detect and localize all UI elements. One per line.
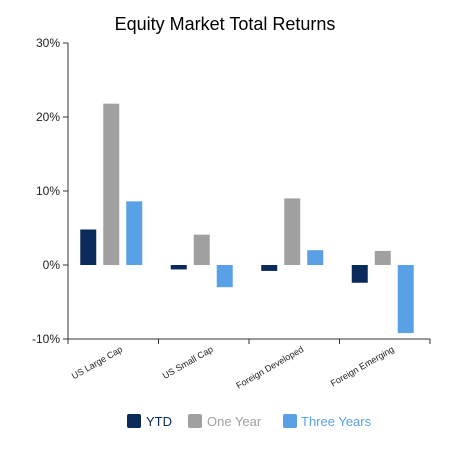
bar-ytd-us-large-cap (80, 229, 97, 265)
y-tick-label: 30% (36, 36, 60, 50)
x-tick-label: US Small Cap (161, 344, 215, 381)
legend-label: YTD (146, 414, 172, 429)
y-tick-label: 0% (43, 258, 61, 272)
x-tick-label: Foreign Developed (234, 344, 305, 391)
legend-item-one-year[interactable]: One Year (188, 414, 262, 429)
axes: -10% 0% 10% 20% 30% (32, 36, 431, 346)
bar-one-year-us-large-cap (103, 103, 120, 266)
legend-item-three-years[interactable]: Three Years (283, 414, 372, 429)
bars (80, 103, 414, 334)
bar-three-years-foreign-developed (307, 250, 324, 265)
y-tick-label: 10% (36, 184, 60, 198)
legend-label: One Year (207, 414, 262, 429)
x-tick-labels: US Large Cap US Small Cap Foreign Develope… (70, 344, 396, 391)
y-tick-label: 20% (36, 110, 60, 124)
x-tick-label: Foreign Emerging (329, 344, 396, 388)
y-tick-label: -10% (32, 332, 60, 346)
legend[interactable]: YTD One Year Three Years (127, 414, 372, 429)
bar-three-years-us-small-cap (216, 265, 233, 288)
bar-ytd-foreign-emerging (351, 265, 368, 283)
bar-ytd-foreign-developed (261, 265, 278, 271)
bar-ytd-us-small-cap (170, 265, 187, 270)
legend-swatch (127, 414, 141, 428)
chart-title: Equity Market Total Returns (115, 14, 336, 34)
bar-three-years-us-large-cap (126, 201, 143, 265)
bar-one-year-foreign-developed (284, 198, 301, 265)
legend-swatch (283, 414, 297, 428)
bar-one-year-us-small-cap (193, 234, 210, 265)
bar-three-years-foreign-emerging (397, 265, 414, 334)
legend-swatch (188, 414, 202, 428)
legend-item-ytd[interactable]: YTD (127, 414, 172, 429)
x-tick-label: US Large Cap (70, 344, 124, 381)
bar-one-year-foreign-emerging (374, 250, 391, 265)
legend-label: Three Years (301, 414, 372, 429)
